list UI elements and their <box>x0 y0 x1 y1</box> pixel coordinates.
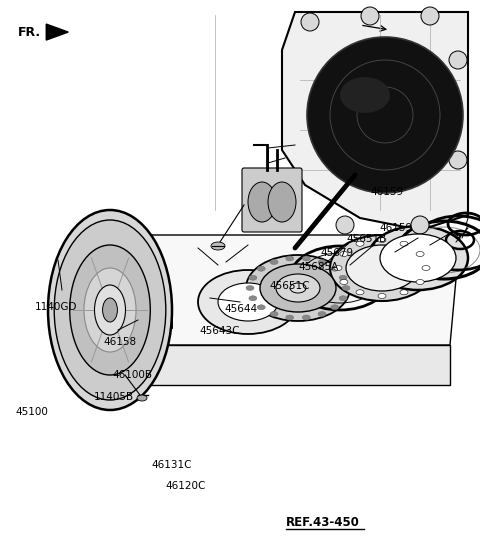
Text: 46158: 46158 <box>103 337 136 347</box>
Text: 45679: 45679 <box>321 248 354 258</box>
Ellipse shape <box>286 315 294 320</box>
Ellipse shape <box>260 264 336 312</box>
Ellipse shape <box>449 51 467 69</box>
Ellipse shape <box>378 294 386 299</box>
Ellipse shape <box>257 266 265 271</box>
FancyBboxPatch shape <box>242 168 302 232</box>
Ellipse shape <box>307 37 463 193</box>
Ellipse shape <box>331 305 339 310</box>
Text: 11405B: 11405B <box>94 392 134 402</box>
Ellipse shape <box>257 305 265 310</box>
Text: 45685A: 45685A <box>299 262 339 272</box>
Ellipse shape <box>246 285 254 290</box>
Ellipse shape <box>411 216 429 234</box>
Ellipse shape <box>70 245 150 375</box>
Polygon shape <box>282 12 468 230</box>
Text: 45644: 45644 <box>225 304 258 314</box>
Text: REF.43-450: REF.43-450 <box>286 516 360 529</box>
Ellipse shape <box>248 182 276 222</box>
Text: 46120C: 46120C <box>166 481 206 491</box>
Text: 46159: 46159 <box>379 223 412 233</box>
Text: 45100: 45100 <box>15 407 48 417</box>
Text: 46100B: 46100B <box>113 370 153 380</box>
Ellipse shape <box>211 242 225 250</box>
Ellipse shape <box>339 296 347 301</box>
Ellipse shape <box>340 279 348 284</box>
Ellipse shape <box>449 151 467 169</box>
Polygon shape <box>88 235 460 345</box>
Ellipse shape <box>340 77 390 113</box>
Ellipse shape <box>54 220 166 400</box>
Text: 1140GD: 1140GD <box>35 302 77 312</box>
Ellipse shape <box>330 235 434 301</box>
Text: 46159: 46159 <box>371 187 404 197</box>
Ellipse shape <box>286 256 294 261</box>
Ellipse shape <box>270 259 278 264</box>
Ellipse shape <box>356 290 364 295</box>
Ellipse shape <box>340 252 348 257</box>
Ellipse shape <box>416 252 424 257</box>
Ellipse shape <box>268 182 296 222</box>
Ellipse shape <box>137 395 147 401</box>
Ellipse shape <box>48 210 172 410</box>
Ellipse shape <box>103 298 118 322</box>
Text: 45651C: 45651C <box>270 281 310 291</box>
Ellipse shape <box>346 245 418 291</box>
Ellipse shape <box>302 315 311 320</box>
Ellipse shape <box>318 259 326 264</box>
Ellipse shape <box>198 270 298 334</box>
Ellipse shape <box>249 296 257 301</box>
Ellipse shape <box>249 275 257 280</box>
Text: 46131C: 46131C <box>151 460 192 469</box>
Ellipse shape <box>416 279 424 284</box>
Ellipse shape <box>342 285 350 290</box>
Ellipse shape <box>246 255 350 321</box>
Text: 45643C: 45643C <box>199 326 240 336</box>
Ellipse shape <box>302 256 311 261</box>
Ellipse shape <box>356 241 364 246</box>
Polygon shape <box>88 235 98 385</box>
Ellipse shape <box>290 283 306 293</box>
Ellipse shape <box>368 226 468 290</box>
Ellipse shape <box>400 241 408 246</box>
Ellipse shape <box>218 283 278 321</box>
Ellipse shape <box>361 7 379 25</box>
Text: 45651B: 45651B <box>347 234 387 244</box>
Ellipse shape <box>380 234 456 282</box>
Ellipse shape <box>336 216 354 234</box>
Ellipse shape <box>301 13 319 31</box>
Ellipse shape <box>270 311 278 316</box>
Ellipse shape <box>276 274 320 302</box>
Polygon shape <box>48 310 172 328</box>
Polygon shape <box>46 24 68 40</box>
Ellipse shape <box>400 290 408 295</box>
Ellipse shape <box>422 265 430 270</box>
Ellipse shape <box>378 237 386 243</box>
Ellipse shape <box>334 265 342 270</box>
Text: FR.: FR. <box>18 25 41 39</box>
Ellipse shape <box>339 275 347 280</box>
Ellipse shape <box>331 266 339 271</box>
Ellipse shape <box>318 311 326 316</box>
Ellipse shape <box>95 285 125 335</box>
Polygon shape <box>88 345 450 385</box>
Ellipse shape <box>84 268 136 352</box>
Ellipse shape <box>421 7 439 25</box>
